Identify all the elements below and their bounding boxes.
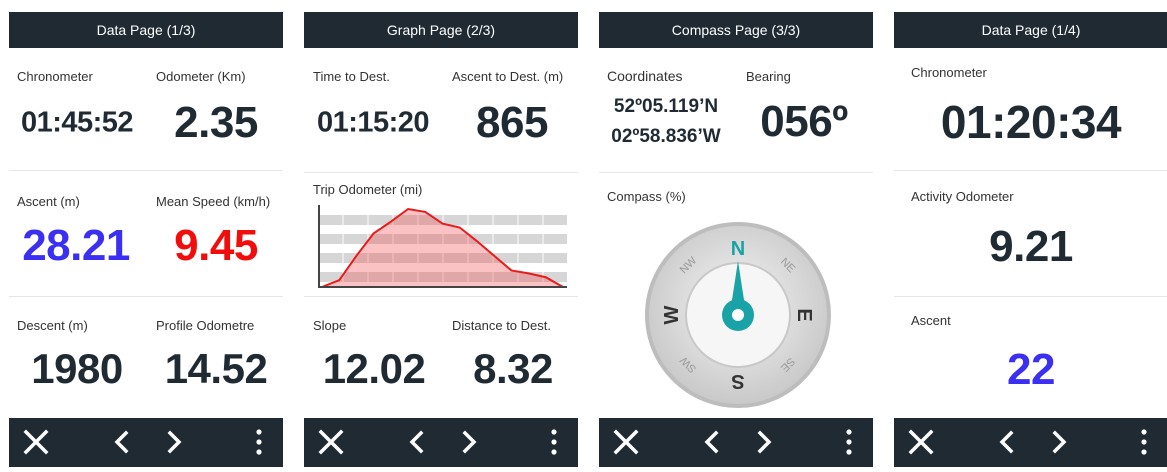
toolbar-icons bbox=[599, 418, 873, 467]
close-button[interactable] bbox=[321, 432, 341, 452]
next-button[interactable] bbox=[1055, 433, 1064, 451]
toolbar bbox=[304, 418, 578, 467]
page: Data Page (1/3) Chronometer Odometer (Km… bbox=[0, 0, 1167, 467]
menu-dot bbox=[1141, 429, 1146, 434]
field-value: 01:20:34 bbox=[941, 95, 1121, 149]
next-button[interactable] bbox=[170, 433, 179, 451]
field-value: 14.52 bbox=[165, 345, 268, 393]
divider bbox=[304, 296, 578, 297]
menu-dot bbox=[551, 429, 556, 434]
divider bbox=[894, 296, 1167, 297]
close-button[interactable] bbox=[26, 432, 46, 452]
coordinate: 52º05.119’N bbox=[614, 96, 718, 118]
field-value: 28.21 bbox=[22, 221, 130, 271]
menu-dot bbox=[1141, 449, 1146, 454]
compass-direction: N bbox=[731, 238, 745, 260]
divider bbox=[894, 170, 1167, 171]
toolbar bbox=[894, 418, 1167, 467]
needle-pin bbox=[732, 309, 744, 321]
field-value: 01:45:52 bbox=[21, 107, 133, 140]
field-label: Distance to Dest. bbox=[452, 318, 551, 333]
field-label: Time to Dest. bbox=[313, 69, 390, 84]
toolbar bbox=[599, 418, 873, 467]
divider bbox=[599, 172, 873, 173]
header-title: Data Page (1/3) bbox=[9, 12, 283, 48]
menu-button[interactable] bbox=[551, 429, 556, 454]
field-label: Odometer (Km) bbox=[156, 69, 246, 84]
menu-button[interactable] bbox=[846, 429, 851, 454]
field-value: 22 bbox=[1007, 345, 1055, 395]
menu-dot bbox=[551, 449, 556, 454]
field-label: Chronometer bbox=[911, 65, 987, 80]
field-label: Chronometer bbox=[17, 69, 93, 84]
toolbar-icons bbox=[894, 418, 1167, 467]
menu-dot bbox=[256, 449, 261, 454]
header-title: Compass Page (3/3) bbox=[599, 12, 873, 48]
menu-dot bbox=[846, 439, 851, 444]
menu-dot bbox=[256, 429, 261, 434]
previous-button[interactable] bbox=[412, 433, 421, 451]
menu-dot bbox=[846, 429, 851, 434]
graph bbox=[318, 205, 567, 288]
screen: Data Page (1/4) Chronometer 01:20:34 Act… bbox=[894, 12, 1167, 467]
toolbar-icons bbox=[9, 418, 283, 467]
field-label: Ascent bbox=[911, 313, 951, 328]
menu-button[interactable] bbox=[1141, 429, 1146, 454]
compass-direction: E bbox=[793, 308, 815, 321]
coordinate: 02º58.836’W bbox=[611, 126, 720, 148]
previous-button[interactable] bbox=[707, 433, 716, 451]
previous-button[interactable] bbox=[1002, 433, 1011, 451]
field-label: Profile Odometre bbox=[156, 318, 254, 333]
menu-button[interactable] bbox=[256, 429, 261, 454]
close-button[interactable] bbox=[616, 432, 636, 452]
menu-dot bbox=[551, 439, 556, 444]
previous-button[interactable] bbox=[117, 433, 126, 451]
divider bbox=[304, 172, 578, 173]
field-value: 1980 bbox=[31, 345, 122, 393]
field-label: Compass (%) bbox=[607, 189, 686, 204]
header-title: Graph Page (2/3) bbox=[304, 12, 578, 48]
close-button[interactable] bbox=[911, 432, 931, 452]
field-label: Coordinates bbox=[607, 68, 683, 84]
toolbar-icons bbox=[304, 418, 578, 467]
field-value: 8.32 bbox=[473, 345, 553, 393]
screen: Data Page (1/3) Chronometer Odometer (Km… bbox=[9, 12, 283, 467]
field-label: Descent (m) bbox=[17, 318, 88, 333]
field-value: 9.45 bbox=[174, 221, 258, 271]
graph-label: Trip Odometer (mi) bbox=[313, 182, 422, 197]
next-button[interactable] bbox=[760, 433, 769, 451]
menu-dot bbox=[1141, 439, 1146, 444]
divider bbox=[9, 296, 283, 297]
field-label: Mean Speed (km/h) bbox=[156, 194, 270, 209]
next-button[interactable] bbox=[465, 433, 474, 451]
field-label: Ascent to Dest. (m) bbox=[452, 69, 563, 84]
screen: Graph Page (2/3) Time to Dest. Ascent to… bbox=[304, 12, 578, 467]
compass-direction: W bbox=[661, 305, 683, 324]
field-label: Ascent (m) bbox=[17, 194, 80, 209]
toolbar bbox=[9, 418, 283, 467]
menu-dot bbox=[256, 439, 261, 444]
divider bbox=[9, 170, 283, 171]
field-value: 865 bbox=[476, 98, 548, 148]
compass-direction: S bbox=[731, 370, 744, 392]
field-value: 9.21 bbox=[989, 222, 1073, 272]
field-value: 01:15:20 bbox=[317, 107, 429, 140]
header-title: Data Page (1/4) bbox=[894, 12, 1167, 48]
field-label: Activity Odometer bbox=[911, 189, 1014, 204]
field-value: 2.35 bbox=[174, 98, 258, 148]
field-value: 056º bbox=[760, 97, 847, 147]
field-value: 12.02 bbox=[323, 345, 426, 393]
menu-dot bbox=[846, 449, 851, 454]
screen: Compass Page (3/3) Coordinates Bearing 5… bbox=[599, 12, 873, 467]
field-label: Bearing bbox=[746, 69, 791, 84]
field-label: Slope bbox=[313, 318, 346, 333]
